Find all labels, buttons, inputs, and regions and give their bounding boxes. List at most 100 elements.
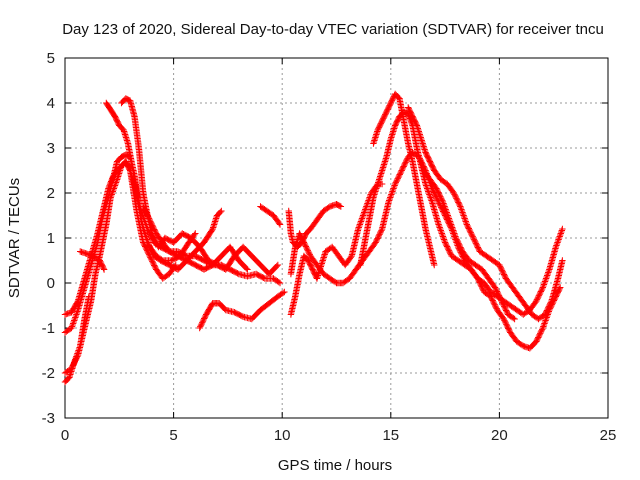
data-point-marker xyxy=(388,191,395,198)
data-point-marker xyxy=(505,326,513,333)
data-point-marker xyxy=(497,295,504,302)
data-point-marker xyxy=(558,228,565,236)
data-point-marker xyxy=(100,266,108,273)
data-point-marker xyxy=(374,235,381,242)
data-point-marker xyxy=(541,320,548,327)
data-point-marker xyxy=(151,235,158,243)
data-point-marker xyxy=(428,197,435,204)
data-point-marker xyxy=(439,231,446,239)
data-point-marker xyxy=(463,219,470,227)
data-point-marker xyxy=(446,218,454,225)
data-point-marker xyxy=(546,301,553,309)
data-point-marker xyxy=(463,221,471,228)
data-point-marker xyxy=(489,297,496,304)
data-point-marker xyxy=(303,244,310,252)
data-point-marker xyxy=(359,213,366,221)
data-point-marker xyxy=(149,222,156,229)
data-point-marker xyxy=(533,336,541,344)
data-point-marker xyxy=(76,344,83,351)
data-point-marker xyxy=(355,224,362,231)
data-point-marker xyxy=(540,282,547,290)
data-point-marker xyxy=(493,288,501,295)
data-point-marker xyxy=(491,284,499,291)
data-point-marker xyxy=(201,315,208,322)
data-point-marker xyxy=(439,197,446,204)
data-point-marker xyxy=(501,272,508,279)
data-point-marker xyxy=(279,289,287,297)
data-point-marker xyxy=(501,317,508,324)
data-point-marker xyxy=(402,159,409,166)
data-point-marker xyxy=(468,232,476,239)
x-tick-label: 15 xyxy=(382,427,399,444)
data-point-marker xyxy=(440,234,447,242)
data-point-marker xyxy=(142,208,149,216)
x-tick-label: 5 xyxy=(169,427,177,444)
data-point-marker xyxy=(544,305,551,313)
data-point-marker xyxy=(152,228,159,236)
data-point-marker xyxy=(542,315,550,323)
data-point-marker xyxy=(375,232,383,239)
data-point-marker xyxy=(545,304,552,311)
data-point-marker xyxy=(538,326,546,333)
data-point-marker xyxy=(358,215,366,222)
series-arc-7 xyxy=(118,95,282,278)
y-tick-label: 1 xyxy=(47,230,55,247)
data-point-marker xyxy=(438,230,446,237)
data-point-marker xyxy=(151,262,158,269)
data-point-marker xyxy=(542,317,549,324)
data-point-marker xyxy=(147,255,155,262)
data-point-marker xyxy=(151,227,159,234)
data-point-marker xyxy=(397,170,404,177)
data-point-marker xyxy=(400,163,407,170)
data-point-marker xyxy=(559,257,566,264)
series-arc-11 xyxy=(285,201,345,251)
data-point-marker xyxy=(535,334,542,341)
data-point-marker xyxy=(431,261,438,269)
data-point-marker xyxy=(441,203,448,210)
data-point-marker xyxy=(145,215,153,222)
y-tick-label: 4 xyxy=(47,95,55,112)
data-point-marker xyxy=(502,307,510,314)
data-point-marker xyxy=(398,167,405,174)
data-point-marker xyxy=(376,229,384,237)
data-point-marker xyxy=(389,188,396,195)
data-point-marker xyxy=(459,210,467,218)
data-point-marker xyxy=(143,210,150,217)
data-point-marker xyxy=(503,308,510,315)
data-point-marker xyxy=(71,317,78,324)
data-point-marker xyxy=(559,225,566,233)
data-point-marker xyxy=(151,237,159,244)
data-point-marker xyxy=(361,207,368,215)
data-point-marker xyxy=(200,316,207,324)
y-tick-label: 2 xyxy=(47,185,55,202)
data-point-marker xyxy=(499,314,507,321)
data-point-marker xyxy=(455,240,462,247)
data-point-marker xyxy=(541,278,549,285)
data-point-marker xyxy=(150,224,157,232)
data-point-marker xyxy=(444,210,451,218)
data-point-marker xyxy=(360,209,368,216)
data-point-marker xyxy=(453,236,460,243)
data-point-marker xyxy=(149,258,156,265)
data-point-marker xyxy=(438,196,445,203)
data-point-marker xyxy=(433,186,441,194)
data-point-marker xyxy=(197,322,205,329)
data-point-marker xyxy=(492,302,499,310)
data-point-marker xyxy=(470,236,478,243)
data-point-marker xyxy=(73,311,80,318)
x-tick-label: 25 xyxy=(600,427,617,444)
data-point-marker xyxy=(147,219,155,226)
data-point-marker xyxy=(413,121,420,128)
data-point-marker xyxy=(496,263,504,270)
data-point-marker xyxy=(218,207,225,215)
y-tick-label: -3 xyxy=(42,410,55,427)
data-point-marker xyxy=(144,212,151,220)
chart-title: Day 123 of 2020, Sidereal Day-to-day VTE… xyxy=(62,21,604,38)
data-point-marker xyxy=(555,234,563,242)
data-point-marker xyxy=(542,276,549,284)
data-point-marker xyxy=(425,188,432,195)
data-point-marker xyxy=(536,291,543,298)
data-point-marker xyxy=(146,216,153,224)
data-point-marker xyxy=(543,307,551,314)
data-point-marker xyxy=(453,196,461,203)
